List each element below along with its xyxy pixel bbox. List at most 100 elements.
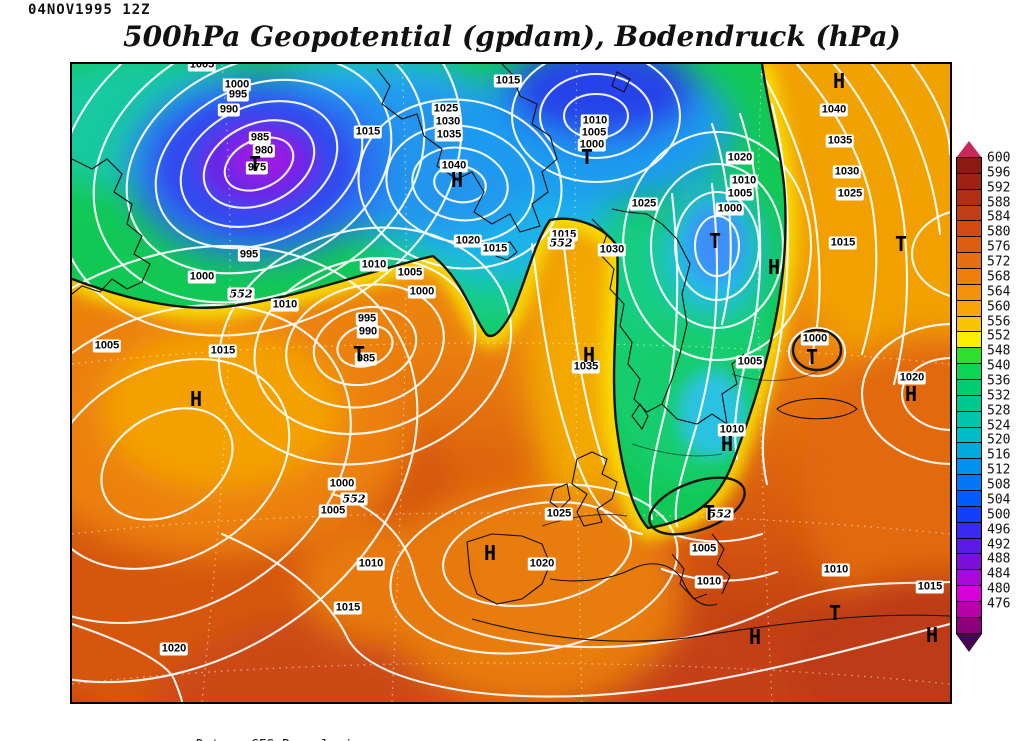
isobar-label: 1005 — [318, 504, 348, 518]
colorbar-cell — [956, 315, 982, 333]
isobar-label: 995 — [237, 248, 261, 262]
colorbar-cell — [956, 331, 982, 349]
geopotential-label: 552 — [227, 287, 255, 301]
colorbar-tick: 512 — [987, 462, 1011, 478]
colorbar-cell — [956, 220, 982, 238]
isobar-label: 985 — [354, 352, 378, 366]
isobar-label: 980 — [252, 144, 276, 158]
colorbar-cell — [956, 569, 982, 587]
isobar-label: 1015 — [333, 601, 363, 615]
isobar-label: 990 — [356, 325, 380, 339]
colorbar-tick: 536 — [987, 373, 1011, 389]
colorbar-tick: 568 — [987, 269, 1011, 285]
colorbar: 600 596 592 588 584 580 576 572 568 564 560 556 552 5… — [956, 141, 1024, 652]
colorbar-cell — [956, 394, 982, 412]
colorbar-tick: 548 — [987, 343, 1011, 359]
colorbar-tick: 532 — [987, 388, 1011, 404]
isobar-label: 1005 — [689, 542, 719, 556]
colorbar-tick: 588 — [987, 195, 1011, 211]
low-center-marker: T — [805, 345, 819, 369]
colorbar-tick: 592 — [987, 180, 1011, 196]
isobar-label: 1025 — [544, 507, 574, 521]
credit-line-1: Daten: CFS Reanalysis — [196, 738, 360, 741]
high-center-marker: H — [904, 382, 918, 406]
colorbar-tick: 552 — [987, 328, 1011, 344]
isobar-label: 1025 — [431, 102, 461, 116]
geopotential-label: 552 — [706, 507, 734, 521]
isobar-label: 1010 — [580, 114, 610, 128]
colorbar-cell — [956, 474, 982, 492]
high-center-marker: H — [925, 623, 939, 647]
colorbar-tick: 596 — [987, 165, 1011, 181]
colorbar-tick: 580 — [987, 224, 1011, 240]
page-title: 500hPa Geopotential (gpdam), Bodendruck … — [123, 20, 901, 53]
isobar-label: 1025 — [629, 197, 659, 211]
colorbar-tick: 480 — [987, 581, 1011, 597]
geopotential-label: 552 — [547, 236, 575, 250]
high-center-marker: H — [189, 387, 203, 411]
colorbar-cell — [956, 204, 982, 222]
isobar-label: 995 — [355, 312, 379, 326]
high-center-marker: H — [483, 541, 497, 565]
isobar-label: 1010 — [717, 423, 747, 437]
isobar-label: 1025 — [835, 187, 865, 201]
colorbar-cell — [956, 268, 982, 285]
isobar-label: 1010 — [359, 258, 389, 272]
isobar-label: 1005 — [187, 64, 217, 72]
high-center-marker: H — [582, 343, 596, 367]
isobar-label: 1015 — [493, 74, 523, 88]
colorbar-tick: 528 — [987, 403, 1011, 419]
colorbar-cell — [956, 410, 982, 428]
low-center-marker: T — [894, 232, 908, 256]
map-label-layer: 1005 1000 995 990 985 980 975 1015 1015 1025 1030 1… — [72, 64, 950, 702]
colorbar-cell — [956, 426, 982, 444]
weather-map: 1005 1000 995 990 985 980 975 1015 1015 1025 1030 1… — [70, 62, 952, 704]
isobar-label: 1000 — [327, 477, 357, 491]
isobar-label: 1035 — [434, 128, 464, 142]
colorbar-cell — [956, 505, 982, 523]
isobar-label: 1000 — [407, 285, 437, 299]
isobar-label: 1035 — [571, 360, 601, 374]
isobar-label: 1000 — [715, 202, 745, 216]
isobar-label: 1010 — [729, 174, 759, 188]
colorbar-cell — [956, 553, 982, 571]
colorbar-cell — [956, 585, 982, 603]
colorbar-cell — [956, 490, 982, 507]
colorbar-tick: 576 — [987, 239, 1011, 255]
colorbar-tick: 484 — [987, 566, 1011, 582]
isobar-label: 1020 — [897, 371, 927, 385]
colorbar-arrow-top — [956, 141, 982, 158]
isobar-layer — [72, 64, 950, 702]
isobar-label: 985 — [248, 131, 272, 145]
colorbar-cell — [956, 458, 982, 476]
colorbar-cell — [956, 172, 982, 190]
isobar-label: 1030 — [597, 243, 627, 257]
isobar-label: 1005 — [395, 266, 425, 280]
isobar-label: 1015 — [208, 344, 238, 358]
colorbar-cell — [956, 283, 982, 301]
high-center-marker: H — [450, 168, 464, 192]
colorbar-tick: 508 — [987, 477, 1011, 493]
high-center-marker: H — [720, 432, 734, 456]
low-center-marker: T — [828, 601, 842, 625]
isobar-label: 1015 — [353, 125, 383, 139]
isobar-label: 1005 — [579, 126, 609, 140]
colorbar-tick: 492 — [987, 537, 1011, 553]
map-canvas — [72, 64, 950, 702]
low-center-marker: T — [248, 152, 262, 176]
isobar-label: 1035 — [825, 134, 855, 148]
isobar-label: 1010 — [356, 557, 386, 571]
colorbar-cell — [956, 442, 982, 460]
isobar-label: 995 — [226, 88, 250, 102]
high-center-marker: H — [767, 255, 781, 279]
colorbar-tick: 584 — [987, 209, 1011, 225]
isobar-label: 975 — [245, 161, 269, 175]
colorbar-cell — [956, 363, 982, 381]
colorbar-tick: 496 — [987, 522, 1011, 538]
colorbar-tick: 540 — [987, 358, 1011, 374]
colorbar-tick: 516 — [987, 447, 1011, 463]
colorbar-cell — [956, 521, 982, 539]
colorbar-cell — [956, 252, 982, 270]
isobar-label: 1000 — [577, 138, 607, 152]
colorbar-cell — [956, 188, 982, 206]
